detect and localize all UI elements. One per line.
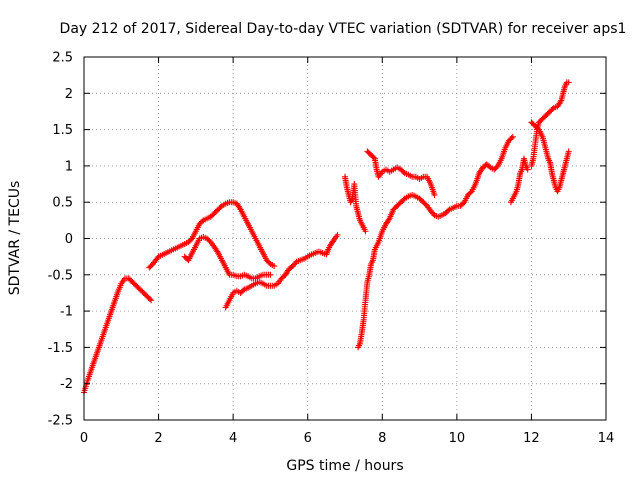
data-point	[565, 79, 572, 86]
data-point	[362, 228, 369, 235]
data-point	[146, 296, 153, 302]
data-point	[431, 191, 438, 198]
data-point	[508, 135, 515, 142]
y-tick-label: -2	[60, 377, 73, 392]
y-tick-label: 1	[65, 159, 73, 174]
data-point	[400, 168, 407, 175]
x-tick-label: 10	[449, 431, 466, 446]
y-tick-label: 1.5	[52, 123, 73, 138]
data-point	[266, 259, 273, 266]
y-tick-label: 0	[65, 232, 73, 247]
data-point	[370, 154, 377, 161]
data-point	[400, 196, 407, 203]
x-tick-label: 2	[154, 431, 162, 446]
chart-title: Day 212 of 2017, Sidereal Day-to-day VTE…	[60, 21, 627, 37]
data-point	[460, 200, 467, 207]
y-tick-label: -2.5	[48, 414, 73, 429]
y-axis-label: SDTVAR / TECUs	[7, 181, 23, 296]
data-points	[81, 79, 572, 396]
data-point	[493, 164, 500, 171]
data-point	[509, 133, 516, 140]
data-point	[199, 218, 206, 225]
x-tick-label: 4	[229, 431, 237, 446]
data-point	[217, 204, 224, 211]
y-tick-label: 0.5	[52, 196, 73, 211]
data-point	[486, 163, 493, 170]
y-tick-label: -1	[60, 305, 73, 320]
data-point	[271, 263, 278, 270]
data-point	[267, 271, 274, 278]
x-tick-label: 8	[378, 431, 386, 446]
y-tick-label: -1.5	[48, 341, 73, 356]
data-point	[445, 207, 452, 214]
data-point	[524, 166, 531, 173]
data-point	[565, 148, 572, 155]
x-tick-label: 12	[523, 431, 540, 446]
data-point	[549, 106, 556, 113]
axis-ticks: 0 2 4 6 8 10 12 14 -2.5 -2 -1.5 -1 -0.5 0 0.5 1 1.5 2 2.5	[48, 51, 615, 447]
y-tick-label: 2.5	[52, 51, 73, 66]
data-point	[148, 297, 155, 304]
x-axis-label: GPS time / hours	[286, 458, 403, 474]
data-point	[240, 287, 247, 294]
data-point	[467, 189, 474, 196]
x-tick-label: 14	[598, 431, 615, 446]
y-tick-label: -0.5	[48, 268, 73, 283]
x-tick-label: 0	[80, 431, 88, 446]
grid-layer	[84, 57, 606, 420]
data-point	[334, 231, 341, 238]
y-tick-label: 2	[65, 87, 73, 102]
data-point	[187, 236, 194, 243]
x-tick-label: 6	[304, 431, 312, 446]
